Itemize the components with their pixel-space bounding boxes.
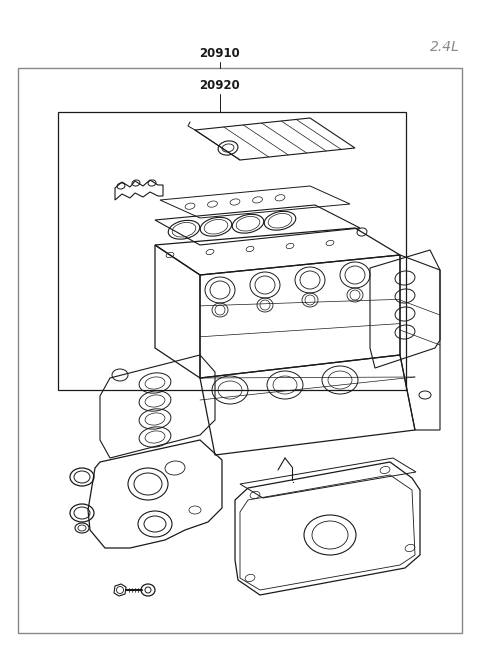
Text: 2.4L: 2.4L (430, 40, 460, 54)
Text: 20910: 20910 (200, 47, 240, 60)
Text: 20920: 20920 (200, 79, 240, 92)
Bar (18, 68, 462, 633)
Bar (58, 112, 406, 390)
